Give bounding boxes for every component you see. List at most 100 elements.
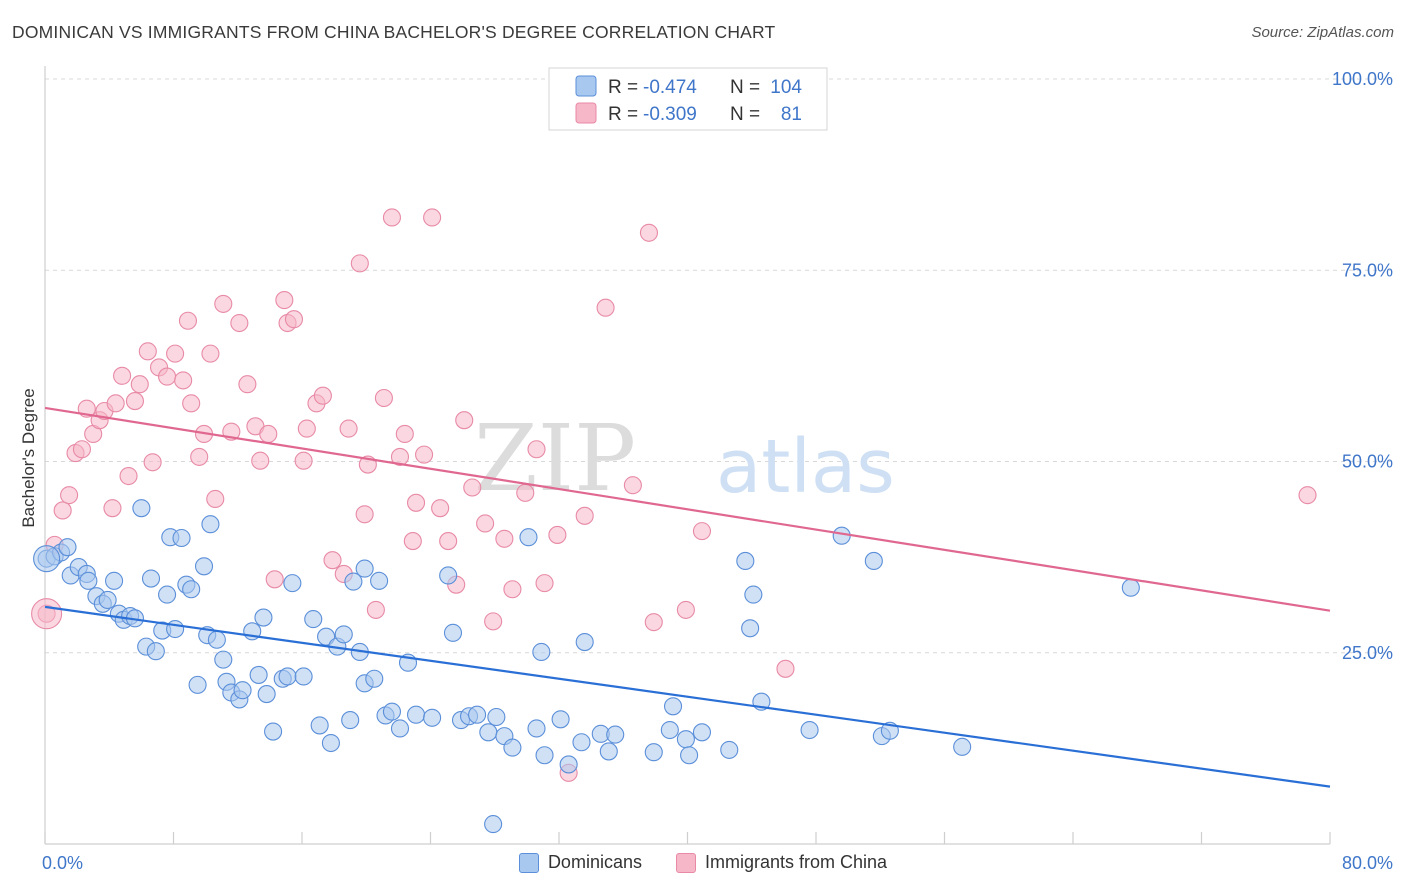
- point-dominicans: [720, 740, 739, 759]
- point-dominicans: [606, 725, 625, 744]
- point-immigrants-from-china: [423, 208, 442, 227]
- point-immigrants-from-china: [72, 440, 91, 459]
- point-dominicans: [382, 702, 402, 721]
- point-immigrants-from-china: [495, 529, 514, 548]
- y-axis-label: Bachelor's Degree: [19, 388, 38, 527]
- stats-legend: R = -0.474 N = 104 R = -0.309 N = 81: [548, 67, 828, 131]
- point-dominicans: [158, 585, 177, 604]
- stats-n-value-1: 104: [770, 77, 802, 98]
- point-immigrants-from-china: [339, 419, 358, 438]
- stats-n-value-2: 81: [781, 104, 802, 125]
- point-dominicans: [660, 720, 679, 740]
- point-dominicans: [423, 708, 442, 727]
- point-dominicans: [370, 571, 389, 590]
- point-immigrants-from-china: [265, 570, 284, 589]
- point-immigrants-from-china: [201, 344, 220, 363]
- point-dominicans: [468, 705, 487, 724]
- point-immigrants-from-china: [106, 394, 125, 413]
- point-immigrants-from-china: [463, 478, 482, 497]
- point-immigrants-from-china: [431, 499, 450, 518]
- point-dominicans: [443, 623, 463, 642]
- x-tick-label: 0.0%: [42, 853, 83, 873]
- legend-swatch-immigrants-from-china: [675, 852, 696, 873]
- axes: [44, 66, 1331, 845]
- point-dominicans: [166, 619, 185, 639]
- point-immigrants-from-china: [527, 440, 546, 459]
- point-immigrants-from-china: [382, 208, 402, 227]
- stats-n-label-2: N =: [730, 104, 760, 125]
- point-immigrants-from-china: [230, 313, 249, 333]
- point-immigrants-from-china: [206, 489, 225, 509]
- y-tick-label: 50.0%: [1342, 452, 1393, 472]
- point-dominicans: [310, 716, 329, 735]
- point-immigrants-from-china: [294, 451, 313, 470]
- point-immigrants-from-china: [366, 600, 385, 619]
- source-label: Source: ZipAtlas.com: [1251, 24, 1394, 41]
- point-dominicans: [559, 755, 578, 774]
- point-immigrants-from-china: [484, 612, 503, 631]
- point-immigrants-from-china: [403, 532, 422, 551]
- point-dominicans: [744, 585, 763, 604]
- watermark-atlas: atlas: [716, 424, 895, 510]
- point-immigrants-from-china: [323, 551, 342, 570]
- point-immigrants-from-china: [138, 342, 157, 361]
- point-dominicans: [58, 538, 77, 557]
- chart-title: DOMINICAN VS IMMIGRANTS FROM CHINA BACHE…: [12, 22, 776, 42]
- point-immigrants-from-china: [548, 525, 567, 544]
- watermark-zip: ZIP: [474, 405, 636, 512]
- point-dominicans: [182, 580, 201, 599]
- point-dominicans: [439, 566, 458, 585]
- stats-r-value-2: -0.309: [643, 104, 697, 125]
- point-dominicans: [79, 571, 98, 590]
- point-dominicans: [132, 499, 151, 518]
- point-dominicans: [484, 815, 503, 834]
- point-immigrants-from-china: [166, 344, 185, 363]
- point-immigrants-from-china: [406, 493, 426, 512]
- point-immigrants-from-china: [214, 294, 233, 313]
- point-immigrants-from-china: [313, 386, 332, 405]
- point-immigrants-from-china: [639, 223, 659, 242]
- point-dominicans: [188, 675, 207, 694]
- point-dominicans: [575, 632, 594, 652]
- point-immigrants-from-china: [374, 388, 393, 408]
- point-dominicans: [800, 720, 819, 740]
- point-immigrants-from-china: [676, 600, 695, 619]
- point-dominicans: [283, 574, 302, 593]
- point-immigrants-from-china: [251, 451, 270, 470]
- point-dominicans: [519, 528, 538, 547]
- series-dominicans: [33, 499, 1140, 834]
- point-immigrants-from-china: [395, 424, 414, 444]
- point-dominicans: [233, 681, 252, 700]
- point-dominicans: [487, 707, 506, 727]
- point-immigrants-from-china: [60, 486, 79, 505]
- point-immigrants-from-china: [119, 466, 138, 486]
- point-dominicans: [321, 733, 340, 753]
- point-dominicans: [527, 719, 546, 738]
- point-dominicans: [741, 619, 760, 638]
- grid-lines: [45, 78, 1392, 654]
- point-dominicans: [572, 733, 591, 752]
- stats-r-value-1: -0.474: [643, 77, 697, 98]
- point-dominicans: [344, 572, 363, 591]
- point-immigrants-from-china: [259, 424, 278, 444]
- point-immigrants-from-china: [390, 447, 410, 466]
- point-dominicans: [864, 551, 883, 571]
- point-dominicans: [105, 571, 124, 590]
- point-dominicans: [294, 667, 313, 686]
- bottom-legend: Dominicans Immigrants from China: [0, 852, 1406, 873]
- y-tick-label: 75.0%: [1342, 260, 1393, 280]
- legend-label-immigrants-from-china: Immigrants from China: [704, 852, 888, 872]
- point-dominicans: [644, 743, 663, 762]
- point-immigrants-from-china: [178, 311, 198, 330]
- stats-r-label-1: R =: [608, 77, 638, 98]
- trend-lines: [44, 406, 1331, 788]
- point-dominicans: [141, 569, 161, 588]
- point-immigrants-from-china: [31, 598, 63, 630]
- stats-n-label-1: N =: [730, 77, 760, 98]
- point-immigrants-from-china: [503, 580, 522, 599]
- point-immigrants-from-china: [103, 499, 122, 518]
- trend-line-immigrants-from-china: [44, 406, 1331, 612]
- point-immigrants-from-china: [158, 367, 177, 386]
- point-dominicans: [1121, 578, 1140, 597]
